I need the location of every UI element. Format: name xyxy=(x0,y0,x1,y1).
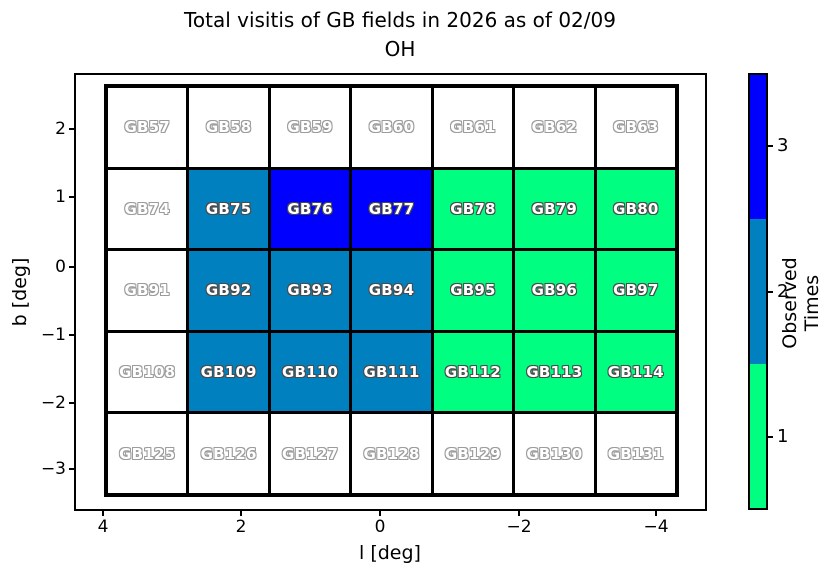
colorbar-tick-label: 2 xyxy=(777,280,789,302)
x-tick-label: 0 xyxy=(374,517,386,537)
y-tick-label: −1 xyxy=(40,325,66,345)
x-tick-label: −4 xyxy=(643,517,669,537)
field-cell-gb125: GB125 xyxy=(108,414,187,493)
colorbar xyxy=(748,73,768,510)
x-tick-label: 4 xyxy=(97,517,109,537)
field-cell-gb96: GB96 xyxy=(515,251,594,330)
field-cell-gb63: GB63 xyxy=(596,88,675,167)
field-cell-gb110: GB110 xyxy=(270,332,350,412)
field-cell-gb130: GB130 xyxy=(515,414,594,493)
y-tick-mark xyxy=(69,402,74,404)
field-cell-gb114: GB114 xyxy=(596,332,675,412)
x-tick-label: 2 xyxy=(235,517,247,537)
y-tick-mark xyxy=(69,334,74,336)
chart-title-block: Total visitis of GB fields in 2026 as of… xyxy=(80,6,720,64)
chart-subtitle: OH xyxy=(384,37,416,61)
y-tick-label: 0 xyxy=(55,257,66,277)
field-cell-gb79: GB79 xyxy=(515,169,594,249)
y-tick-label: −3 xyxy=(40,459,66,479)
field-cell-gb126: GB126 xyxy=(189,414,268,493)
colorbar-tick-label: 3 xyxy=(777,135,789,156)
y-tick-mark xyxy=(69,196,74,198)
colorbar-segment-3 xyxy=(750,75,766,220)
field-cell-gb111: GB111 xyxy=(352,332,431,412)
field-cell-gb112: GB112 xyxy=(433,332,513,412)
y-tick-mark xyxy=(69,468,74,470)
field-cell-gb128: GB128 xyxy=(352,414,431,493)
field-cell-gb109: GB109 xyxy=(189,332,268,412)
field-cell-gb60: GB60 xyxy=(352,88,431,167)
field-cell-gb127: GB127 xyxy=(270,414,350,493)
field-cell-gb94: GB94 xyxy=(352,251,431,330)
field-cell-gb57: GB57 xyxy=(108,88,187,167)
field-grid: GB57 GB58 GB59 GB60 GB61 GB62 GB63 GB74 GB75 GB76… xyxy=(104,84,679,497)
y-tick-label: 1 xyxy=(55,187,66,207)
x-tick-label: −2 xyxy=(506,517,532,537)
field-cell-gb77: GB77 xyxy=(352,169,431,249)
field-cell-gb59: GB59 xyxy=(270,88,350,167)
colorbar-segment-2 xyxy=(750,219,766,364)
field-cell-gb61: GB61 xyxy=(433,88,513,167)
x-tick-mark xyxy=(102,511,104,516)
field-cell-gb91: GB91 xyxy=(108,251,187,330)
colorbar-label: Observed Times xyxy=(779,257,822,349)
field-cell-gb62: GB62 xyxy=(515,88,594,167)
field-cell-gb113: GB113 xyxy=(515,332,594,412)
colorbar-tick-mark xyxy=(768,436,773,438)
field-cell-gb58: GB58 xyxy=(189,88,268,167)
field-cell-gb131: GB131 xyxy=(596,414,675,493)
field-cell-gb75: GB75 xyxy=(189,169,268,249)
field-cell-gb97: GB97 xyxy=(596,251,675,330)
colorbar-tick-mark xyxy=(768,145,773,147)
field-cell-gb92: GB92 xyxy=(189,251,268,330)
field-cell-gb95: GB95 xyxy=(433,251,513,330)
y-tick-mark xyxy=(69,266,74,268)
y-tick-mark xyxy=(69,128,74,130)
x-tick-mark xyxy=(518,511,520,516)
x-tick-mark xyxy=(379,511,381,516)
chart-title: Total visitis of GB fields in 2026 as of… xyxy=(184,8,616,32)
y-tick-label: −2 xyxy=(40,393,66,413)
x-axis-label: l [deg] xyxy=(359,542,421,564)
field-cell-gb74: GB74 xyxy=(108,169,187,249)
colorbar-segment-1 xyxy=(750,363,766,508)
x-tick-mark xyxy=(655,511,657,516)
field-cell-gb93: GB93 xyxy=(270,251,350,330)
field-cell-gb76: GB76 xyxy=(270,169,350,249)
y-tick-label: 2 xyxy=(55,119,66,139)
field-cell-gb129: GB129 xyxy=(433,414,513,493)
x-tick-mark xyxy=(240,511,242,516)
field-cell-gb78: GB78 xyxy=(433,169,513,249)
colorbar-tick-mark xyxy=(768,290,773,293)
field-cell-gb108: GB108 xyxy=(108,332,187,412)
field-cell-gb80: GB80 xyxy=(596,169,675,249)
colorbar-tick-label: 1 xyxy=(777,426,789,447)
